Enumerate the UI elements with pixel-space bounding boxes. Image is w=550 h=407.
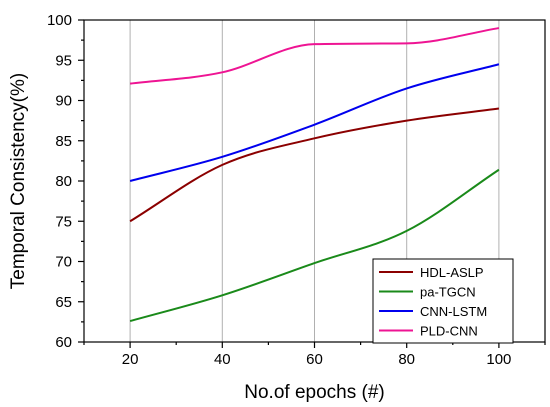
y-tick-label: 75 [55,213,72,230]
y-tick-label: 85 [55,133,72,150]
series-lines [129,27,500,323]
series-line-pa-tgcn [129,168,500,323]
series-line-cnn-lstm [129,63,500,182]
y-tick-label: 100 [47,12,72,29]
legend: HDL-ASLP pa-TGCN CNN-LSTM PLD-CNN [372,258,514,344]
x-tick-label: 20 [122,351,139,368]
y-tick-label: 80 [55,173,72,190]
x-tick-label: 60 [306,351,323,368]
x-axis-title: No.of epochs (#) [244,382,384,403]
series-line-hdl-aslp [129,107,500,223]
legend-label: PLD-CNN [420,324,478,339]
legend-label: CNN-LSTM [420,304,487,319]
y-tick-label: 70 [55,254,72,271]
legend-label: HDL-ASLP [420,265,484,280]
y-axis-title: Temporal Consistency(%) [8,73,29,289]
y-tick-label: 90 [55,93,72,110]
y-tick-label: 60 [55,334,72,351]
x-tick-label: 100 [486,351,511,368]
axis-ticks: 20 40 60 80 100 60 65 70 75 80 85 90 95 100 [47,12,546,368]
x-tick-label: 80 [398,351,415,368]
legend-label: pa-TGCN [420,285,476,300]
y-tick-label: 65 [55,294,72,311]
y-tick-label: 95 [55,52,72,69]
x-tick-label: 40 [214,351,231,368]
series-line-pld-cnn [129,27,500,85]
